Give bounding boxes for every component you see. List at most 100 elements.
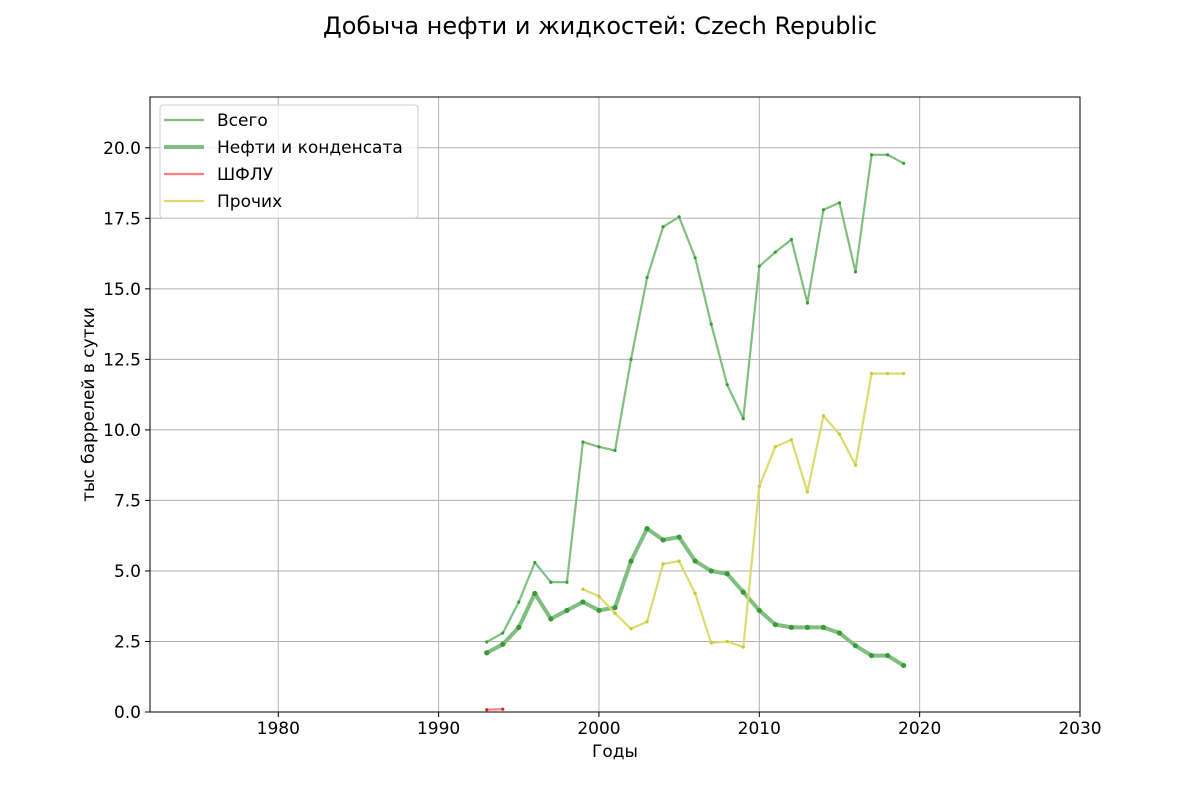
series-layer	[484, 153, 907, 712]
data-point	[756, 607, 762, 614]
data-point	[628, 558, 634, 564]
axes: 1980 1990 2000 2010 2020 2030 0.0 2.5 5.0 7.5 10.0…	[103, 139, 1101, 739]
data-point	[789, 237, 793, 242]
data-point	[580, 599, 586, 605]
legend-item: Нефти и конденсата	[164, 138, 403, 158]
data-point	[629, 357, 633, 361]
y-tick-label: 12.5	[103, 350, 141, 370]
data-point	[676, 534, 682, 540]
data-point	[740, 589, 746, 595]
data-point	[708, 568, 714, 574]
y-tick-label: 15.0	[103, 280, 141, 300]
y-tick-label: 10.0	[103, 421, 141, 441]
data-point	[548, 616, 554, 622]
series-3	[581, 371, 906, 649]
data-point	[484, 650, 490, 656]
data-point	[661, 225, 665, 229]
legend-item: ШФЛУ	[164, 165, 274, 185]
data-point	[837, 432, 842, 436]
data-point	[565, 580, 569, 584]
data-point	[532, 590, 538, 597]
legend-label: ШФЛУ	[217, 165, 274, 185]
data-point	[692, 558, 698, 564]
data-point	[821, 414, 826, 418]
data-point	[661, 562, 665, 566]
data-point	[709, 641, 713, 645]
plot-frame	[149, 96, 1081, 713]
data-point	[645, 275, 649, 280]
data-point	[902, 161, 906, 165]
data-point	[902, 371, 906, 376]
y-tick-label: 20.0	[103, 139, 141, 159]
data-point	[581, 440, 585, 444]
data-point	[581, 587, 585, 591]
data-point	[501, 631, 505, 635]
data-point	[804, 624, 811, 630]
data-point	[724, 571, 730, 577]
series-2	[485, 707, 505, 712]
data-point	[516, 624, 522, 630]
data-point	[901, 662, 907, 669]
grid-lines	[150, 97, 1081, 713]
data-point	[644, 526, 650, 532]
legend-box	[159, 104, 419, 219]
data-point	[869, 371, 874, 376]
data-point	[789, 438, 793, 442]
series-0	[485, 153, 906, 644]
y-tick-label: 0.0	[114, 703, 141, 723]
data-point	[485, 640, 489, 644]
series-line	[485, 153, 905, 644]
data-point	[836, 630, 843, 636]
y-tick-label: 7.5	[114, 491, 141, 511]
data-point	[693, 591, 697, 596]
y-tick-label: 17.5	[103, 209, 141, 229]
data-point	[709, 322, 713, 326]
data-point	[772, 621, 778, 628]
series-line	[484, 526, 906, 668]
data-point	[868, 652, 875, 659]
data-point	[773, 250, 777, 254]
data-point	[629, 627, 633, 631]
data-point	[660, 537, 666, 543]
data-point	[597, 594, 601, 598]
data-point	[500, 641, 506, 647]
y-axis-label: тыс баррелей в сутки	[79, 307, 99, 502]
x-tick-label: 2010	[738, 719, 781, 739]
data-point	[677, 215, 681, 219]
x-tick-label: 2030	[1058, 719, 1101, 739]
data-point	[805, 301, 810, 305]
data-point	[677, 559, 681, 563]
data-point	[725, 639, 729, 644]
x-tick-label: 2020	[898, 719, 941, 739]
data-point	[852, 643, 859, 649]
legend-label: Нефти и конденсата	[217, 138, 403, 158]
x-tick-label: 1990	[417, 719, 460, 739]
legend-items: Всего Нефти и конденсата ШФЛУ Прочих	[164, 111, 403, 212]
data-point	[805, 490, 810, 494]
chart-title: Добыча нефти и жидкостей: Czech Republic	[322, 12, 878, 40]
data-point	[501, 707, 505, 711]
data-point	[853, 463, 858, 467]
data-point	[821, 208, 826, 212]
data-point	[788, 624, 794, 630]
data-point	[869, 153, 874, 157]
x-tick-label: 2000	[577, 719, 620, 739]
data-point	[773, 445, 777, 449]
legend-label: Всего	[217, 111, 268, 131]
data-point	[884, 652, 891, 659]
data-point	[757, 484, 761, 488]
data-point	[517, 600, 521, 604]
data-point	[820, 624, 827, 630]
data-point	[613, 611, 617, 615]
y-tick-label: 5.0	[114, 562, 141, 582]
data-point	[693, 256, 697, 260]
legend-item: Всего	[164, 111, 268, 131]
data-point	[613, 448, 617, 453]
data-point	[564, 607, 570, 614]
legend-item: Прочих	[164, 192, 282, 212]
series-line	[485, 708, 504, 711]
data-point	[741, 645, 745, 649]
data-point	[597, 445, 601, 449]
data-point	[612, 605, 618, 611]
